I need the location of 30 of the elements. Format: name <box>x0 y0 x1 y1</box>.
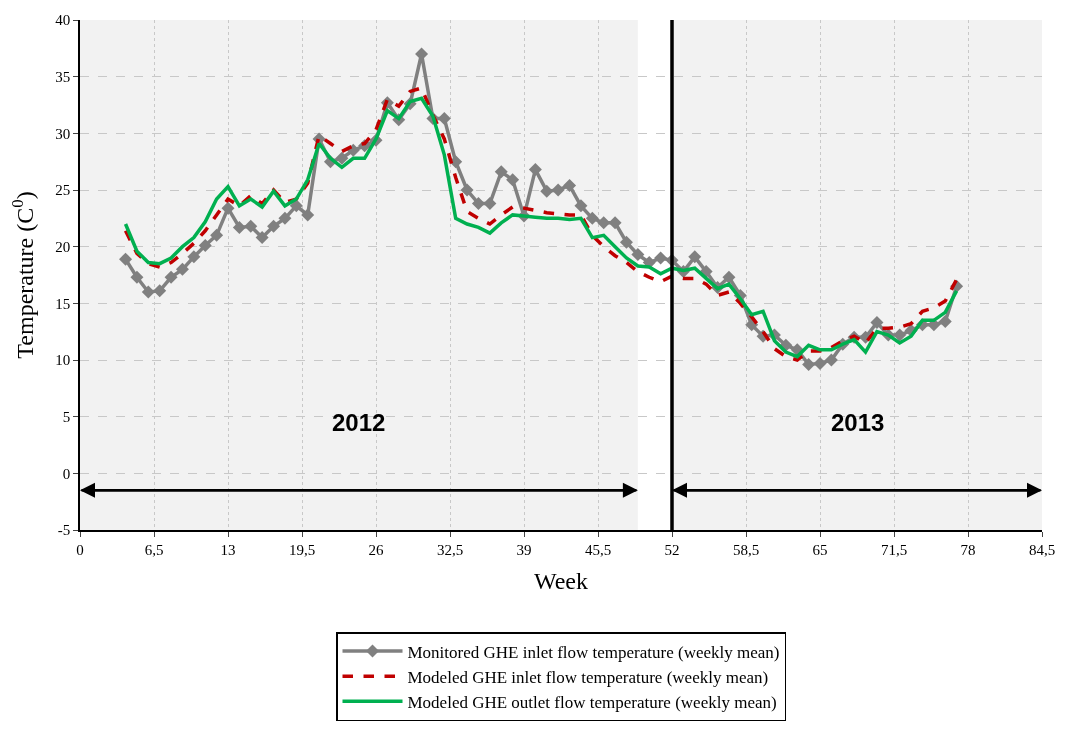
y-tick-label: 25 <box>55 182 71 199</box>
y-tick-label: 20 <box>55 238 71 255</box>
y-tick-label: 35 <box>55 68 71 85</box>
x-tick-label: 32,5 <box>436 541 464 558</box>
y-tick-label: 10 <box>55 352 71 369</box>
x-tick-label: 52 <box>664 541 680 558</box>
x-tick-label: 26 <box>368 541 384 558</box>
legend-label: Modeled GHE inlet flow temperature (weekly mean) <box>407 667 769 687</box>
y-tick-label: 40 <box>55 12 71 29</box>
x-tick-label: 78 <box>960 541 976 558</box>
x-tick-label: 65 <box>812 541 828 558</box>
band-label: 2012 <box>332 409 386 436</box>
y-tick-label: 15 <box>55 295 71 312</box>
x-tick-label: 13 <box>220 541 236 558</box>
y-tick-label: 30 <box>55 125 71 142</box>
legend-label: Monitored GHE inlet flow temperature (weekly mean) <box>407 642 780 662</box>
x-axis-title: Week <box>533 567 589 594</box>
band-label: 2013 <box>831 409 885 436</box>
x-tick-label: 84,5 <box>1028 541 1056 558</box>
x-tick-label: 19,5 <box>288 541 316 558</box>
y-tick-label: 0 <box>62 465 71 482</box>
x-tick-label: 58,5 <box>732 541 760 558</box>
y-tick-label: 5 <box>62 408 71 425</box>
x-tick-label: 71,5 <box>880 541 908 558</box>
y-tick-label: -5 <box>57 522 71 539</box>
x-tick-label: 45,5 <box>584 541 612 558</box>
x-tick-label: 6,5 <box>144 541 164 558</box>
x-tick-label: 0 <box>76 541 84 558</box>
x-tick-label: 39 <box>516 541 532 558</box>
legend-label: Modeled GHE outlet flow temperature (weekly mean) <box>407 692 777 712</box>
